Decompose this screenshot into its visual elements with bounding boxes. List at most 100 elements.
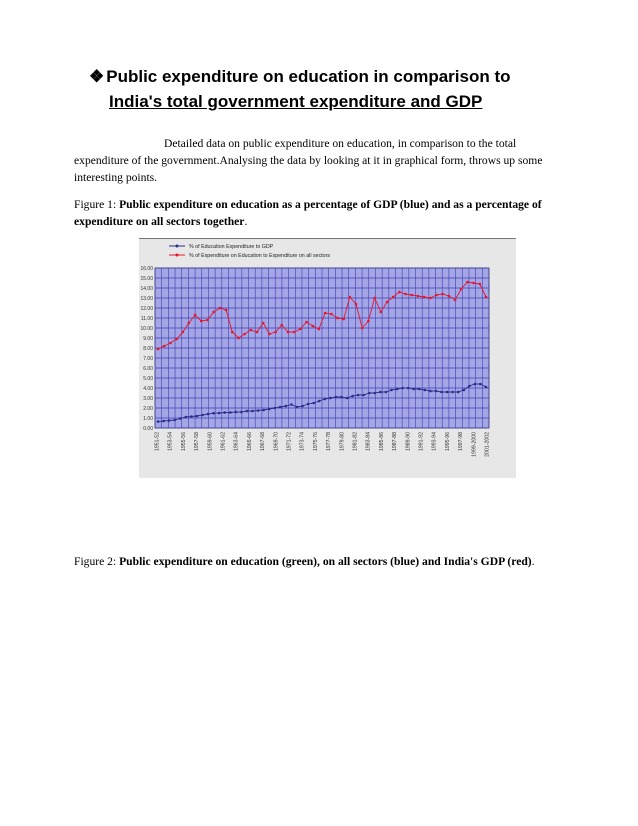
data-point — [181, 330, 185, 334]
data-point — [262, 408, 265, 412]
x-tick-label: 1955-56 — [181, 432, 187, 451]
data-point — [234, 410, 238, 414]
x-tick-label: 1975-76 — [313, 432, 319, 451]
x-tick-label: 1973-74 — [300, 432, 306, 451]
data-point — [367, 319, 370, 323]
data-point — [231, 330, 234, 334]
data-point — [274, 330, 277, 334]
x-tick-label: 1951-52 — [155, 432, 161, 451]
x-tick-label: 1995-96 — [445, 432, 451, 451]
figure-2-caption-text: Public expenditure on education (green),… — [119, 555, 532, 568]
data-point — [206, 412, 210, 416]
data-point — [305, 320, 308, 324]
data-point — [187, 321, 191, 325]
figure-2-prefix: Figure 2: — [74, 555, 120, 568]
data-point — [280, 323, 284, 327]
data-point — [466, 280, 469, 284]
data-point — [342, 317, 345, 321]
data-point — [435, 293, 438, 297]
x-tick-label: 1977-78 — [326, 432, 332, 451]
x-tick-label: 1989-90 — [405, 432, 411, 451]
data-point — [284, 404, 288, 408]
figure-2-caption: Figure 2: Public expenditure on educatio… — [74, 553, 564, 570]
data-point — [447, 294, 451, 298]
data-point — [468, 384, 471, 388]
data-point — [484, 295, 488, 299]
y-tick-label: 11.00 — [141, 316, 153, 322]
data-point — [301, 404, 304, 408]
data-point — [416, 294, 420, 298]
data-point — [478, 282, 482, 286]
data-point — [453, 298, 457, 302]
data-point — [379, 390, 382, 394]
data-point — [362, 393, 365, 397]
data-point — [162, 419, 165, 423]
data-point — [267, 407, 271, 411]
x-tick-label: 1969-70 — [273, 432, 279, 451]
data-point — [190, 415, 193, 418]
data-point — [323, 397, 327, 401]
data-point — [256, 409, 260, 412]
legend-marker — [175, 253, 179, 257]
data-point — [323, 311, 327, 315]
data-point — [391, 295, 395, 299]
data-point — [384, 390, 388, 394]
legend-label: % of Education Expenditure to GDP — [189, 244, 274, 250]
data-point — [201, 413, 204, 417]
heading-line-1: ❖ Public expenditure on education in comp… — [89, 64, 589, 89]
data-point — [360, 326, 364, 330]
intro-paragraph: Detailed data on public expenditure on e… — [74, 135, 564, 186]
data-point — [473, 382, 477, 386]
data-point — [175, 337, 178, 341]
data-point — [218, 306, 222, 310]
data-point — [336, 316, 339, 320]
data-point — [462, 388, 466, 392]
y-tick-label: 4.00 — [143, 386, 153, 392]
x-tick-label: 1967-68 — [260, 432, 266, 451]
data-point — [184, 415, 188, 419]
data-point — [268, 332, 271, 336]
x-tick-label: 1997-98 — [458, 432, 464, 451]
y-tick-label: 14.00 — [140, 286, 153, 292]
data-point — [423, 388, 427, 392]
x-tick-label: 1979-80 — [339, 432, 345, 451]
data-point — [317, 327, 321, 331]
y-tick-label: 2.00 — [143, 406, 153, 412]
data-point — [418, 387, 421, 391]
y-tick-label: 1.00 — [143, 416, 153, 422]
data-point — [451, 390, 454, 394]
y-tick-label: 12.00 — [140, 306, 153, 312]
x-tick-label: 1983-84 — [366, 432, 372, 451]
data-point — [401, 386, 404, 390]
data-point — [200, 319, 203, 323]
data-point — [212, 411, 215, 415]
data-point — [429, 389, 432, 393]
data-point — [156, 347, 160, 351]
figure-1-prefix: Figure 1: — [74, 198, 120, 211]
data-point — [167, 419, 171, 422]
y-tick-label: 13.00 — [140, 296, 153, 302]
heading-line-2: India's total government expenditure and… — [109, 92, 483, 111]
x-tick-label: 1961-62 — [221, 432, 227, 451]
data-point — [441, 292, 445, 296]
figure-1-suffix: . — [244, 215, 248, 228]
x-tick-label: 1971-72 — [287, 432, 293, 451]
data-point — [472, 281, 475, 285]
data-point — [445, 390, 449, 394]
data-point — [340, 395, 343, 399]
figure-1-caption: Figure 1: Public expenditure on educatio… — [74, 196, 564, 230]
x-tick-label: 1999-2000 — [471, 432, 477, 457]
data-point — [169, 341, 172, 345]
data-point — [206, 318, 209, 322]
figure-2-suffix: . — [531, 555, 535, 568]
data-point — [306, 402, 310, 406]
diamond-bullet-icon: ❖ — [89, 67, 105, 86]
data-point — [334, 395, 338, 399]
data-point — [459, 287, 463, 291]
data-point — [345, 396, 349, 400]
x-tick-label: 1957-58 — [194, 432, 200, 451]
heading-text-1: Public expenditure on education in compa… — [106, 67, 511, 86]
y-tick-label: 0.00 — [143, 426, 153, 432]
data-point — [162, 344, 166, 348]
y-tick-label: 16.00 — [140, 266, 153, 272]
